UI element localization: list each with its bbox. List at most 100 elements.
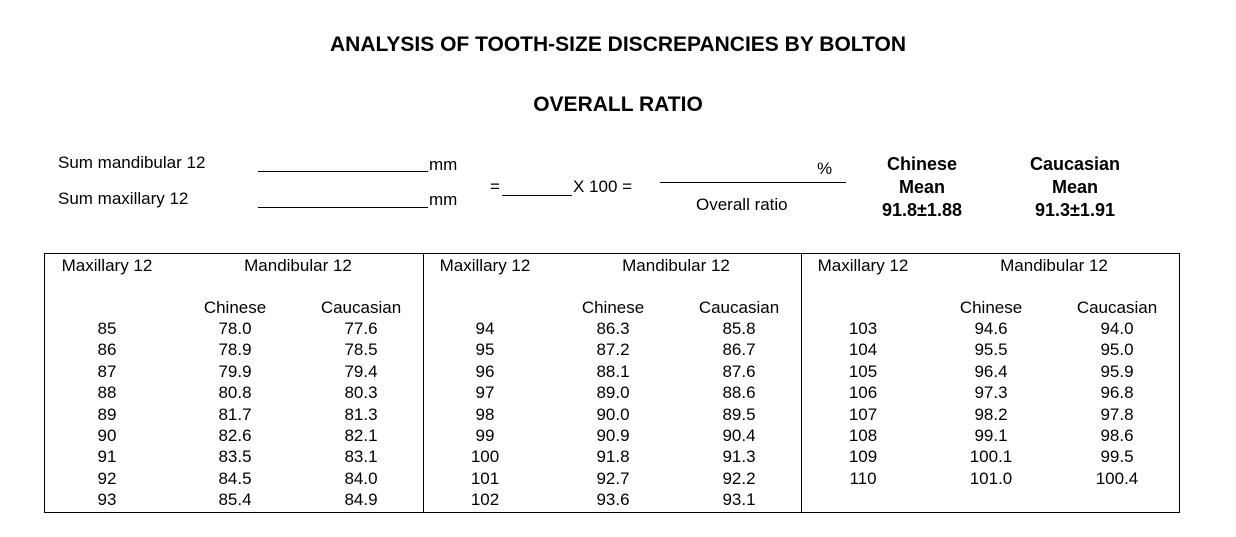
chinese-header: Chinese — [959, 298, 1023, 317]
maxillary-value: 96 — [475, 361, 495, 381]
caucasian-value: 78.5 — [344, 340, 378, 360]
chinese-value: 84.5 — [218, 468, 252, 488]
maxillary-value: 104 — [848, 340, 878, 360]
chinese-value: 88.1 — [596, 361, 630, 381]
chinese-value: 91.8 — [596, 447, 630, 467]
chinese-value: 98.2 — [974, 404, 1008, 424]
chinese-header: Chinese — [581, 298, 645, 317]
page-title: ANALYSIS OF TOOTH-SIZE DISCREPANCIES BY … — [329, 33, 906, 56]
maxillary-value: 105 — [848, 361, 878, 381]
maxillary-unit: mm — [429, 190, 458, 209]
table-divider — [801, 254, 802, 512]
caucasian-value: 83.1 — [344, 447, 378, 467]
percent-sign: % — [817, 159, 833, 178]
caucasian-value: 89.5 — [722, 404, 756, 424]
maxillary-value: 98 — [475, 404, 495, 424]
caucasian-value: 93.1 — [722, 490, 756, 510]
chinese-value: 93.6 — [596, 490, 630, 510]
maxillary-value: 87 — [97, 361, 117, 381]
maxillary-value: 92 — [97, 468, 117, 488]
caucasian-value: 84.9 — [344, 490, 378, 510]
times-hundred: X 100 = — [573, 177, 633, 196]
chinese-value: 94.6 — [974, 319, 1008, 338]
mandibular-header: Mandibular 12 — [1000, 256, 1108, 275]
caucasian-value: 92.2 — [722, 468, 756, 488]
caucasian-value: 80.3 — [344, 383, 378, 403]
chinese-value: 92.7 — [596, 468, 630, 488]
maxillary-value: 90 — [97, 426, 117, 445]
maxillary-value: 99 — [475, 426, 495, 445]
caucasian-value: 77.6 — [344, 319, 378, 338]
chinese-value: 85.4 — [218, 490, 252, 510]
caucasian-value: 79.4 — [344, 361, 378, 381]
mandibular-header: Mandibular 12 — [622, 256, 730, 275]
caucasian-value: 98.6 — [1100, 426, 1134, 445]
sum-mandibular-blank — [258, 171, 428, 172]
caucasian-value: 91.3 — [722, 447, 756, 467]
caucasian-value: 95.0 — [1100, 340, 1134, 360]
chinese-value: 82.6 — [218, 426, 252, 445]
maxillary-header: Maxillary 12 — [817, 256, 909, 275]
maxillary-value: 97 — [475, 383, 495, 403]
maxillary-value: 103 — [848, 319, 878, 338]
maxillary-value: 109 — [848, 447, 878, 467]
maxillary-value: 102 — [470, 490, 500, 510]
chinese-value: 81.7 — [218, 404, 252, 424]
caucasian-value: 81.3 — [344, 404, 378, 424]
maxillary-header: Maxillary 12 — [61, 256, 153, 275]
caucasian-mean-label: Mean — [1051, 177, 1098, 197]
maxillary-value: 101 — [470, 468, 500, 488]
caucasian-mean-block: Caucasian Mean 91.3±1.91 — [1012, 153, 1138, 222]
maxillary-value: 88 — [97, 383, 117, 403]
caucasian-value: 95.9 — [1100, 361, 1134, 381]
caucasian-value: 100.4 — [1095, 468, 1139, 488]
chinese-mean-block: Chinese Mean 91.8±1.88 — [862, 153, 982, 222]
sum-maxillary-label: Sum maxillary 12 — [58, 189, 189, 208]
caucasian-header: Caucasian — [1076, 298, 1158, 317]
caucasian-value: 82.1 — [344, 426, 378, 445]
table-divider — [423, 254, 424, 512]
chinese-value: 100.1 — [969, 447, 1013, 467]
chinese-value: 95.5 — [974, 340, 1008, 360]
maxillary-value: 107 — [848, 404, 878, 424]
maxillary-value: 89 — [97, 404, 117, 424]
maxillary-value: 106 — [848, 383, 878, 403]
chinese-value: 99.1 — [974, 426, 1008, 445]
chinese-mean-group: Chinese — [886, 154, 958, 174]
maxillary-value: 110 — [849, 468, 877, 488]
caucasian-value: 97.8 — [1100, 404, 1134, 424]
caucasian-value: 99.5 — [1100, 447, 1134, 467]
chinese-value: 86.3 — [596, 319, 630, 338]
chinese-mean-value: 91.8±1.88 — [882, 200, 962, 220]
mandibular-header: Mandibular 12 — [244, 256, 352, 275]
mandibular-unit: mm — [429, 155, 458, 174]
chinese-value: 101.0 — [969, 468, 1013, 488]
chinese-value: 79.9 — [218, 361, 252, 381]
chinese-value: 90.9 — [596, 426, 630, 445]
chinese-value: 87.2 — [596, 340, 630, 360]
chinese-value: 96.4 — [974, 361, 1008, 381]
maxillary-header: Maxillary 12 — [439, 256, 531, 275]
maxillary-value: 86 — [97, 340, 117, 360]
chinese-value: 83.5 — [218, 447, 252, 467]
caucasian-mean-value: 91.3±1.91 — [1035, 200, 1115, 220]
chinese-value: 78.0 — [218, 319, 252, 338]
caucasian-header: Caucasian — [320, 298, 402, 317]
overall-ratio-label: Overall ratio — [696, 195, 788, 214]
maxillary-value: 85 — [97, 319, 117, 338]
ratio-table: Maxillary 12 Mandibular 12 Chinese Caucasia… — [44, 253, 1180, 513]
sum-mandibular-label: Sum mandibular 12 — [58, 153, 206, 172]
caucasian-value: 90.4 — [722, 426, 756, 445]
chinese-value: 78.9 — [218, 340, 252, 360]
maxillary-value: 108 — [848, 426, 878, 445]
quotient-blank — [502, 195, 572, 196]
caucasian-value: 84.0 — [344, 468, 378, 488]
caucasian-value: 87.6 — [722, 361, 756, 381]
caucasian-value: 96.8 — [1100, 383, 1134, 403]
caucasian-value: 88.6 — [722, 383, 756, 403]
maxillary-value: 100 — [470, 447, 500, 467]
caucasian-value: 86.7 — [722, 340, 756, 360]
caucasian-mean-group: Caucasian — [1029, 154, 1121, 174]
caucasian-value: 85.8 — [722, 319, 756, 338]
chinese-mean-label: Mean — [898, 177, 945, 197]
